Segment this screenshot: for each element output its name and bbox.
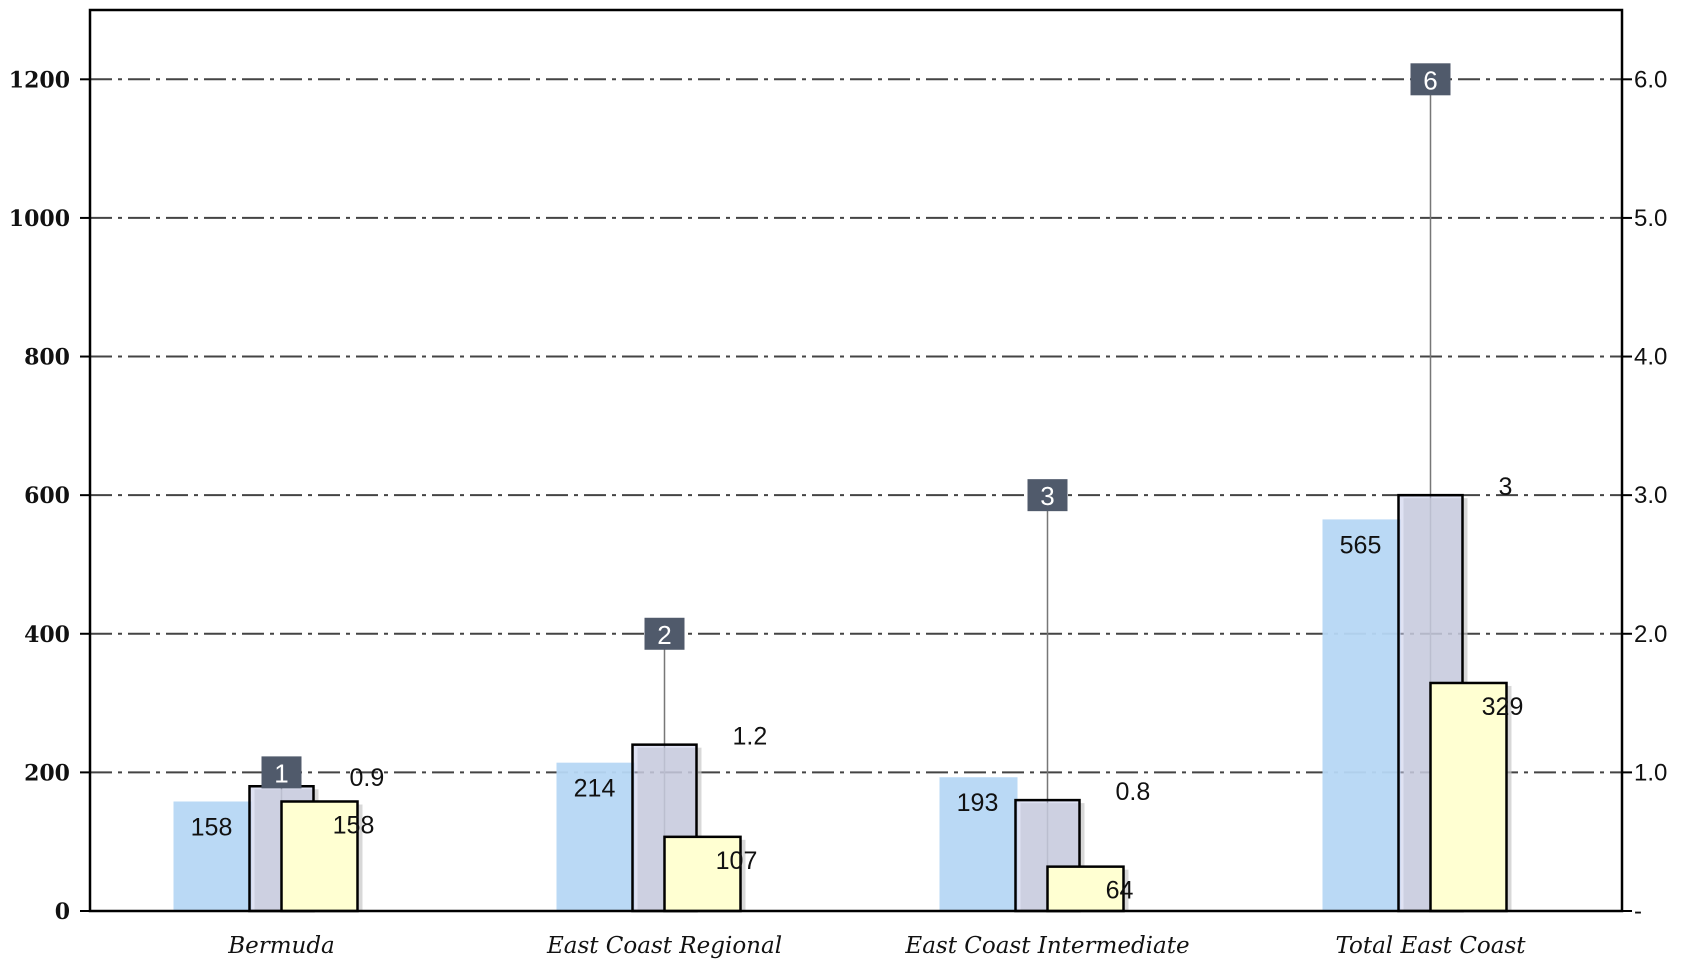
right-axis-tick-label: 2.0 [1634, 621, 1667, 648]
bar-series-1 [939, 777, 1018, 911]
series-2-value-label: 1.2 [733, 723, 768, 751]
left-axis-tick-label: 1200 [9, 67, 70, 93]
bar-series-3 [663, 835, 742, 913]
grid-lines [90, 78, 1622, 774]
marker-box [261, 756, 302, 789]
category-label: East Coast Regional [546, 933, 782, 959]
marker-label: 2 [657, 620, 671, 650]
left-axis-tick-label: 800 [24, 345, 70, 371]
series-1-value-label: 565 [1340, 531, 1382, 559]
left-axis-tick-label: 200 [24, 760, 70, 786]
axes: 0 200 400 600 800 1000 1200 - 1.0 2.0 3.0 4.0 5.0 6.0 [9, 66, 1668, 925]
plot-frame [88, 8, 1624, 913]
series-1-value-label: 214 [574, 775, 616, 803]
left-axis-tick-label: 600 [24, 483, 70, 509]
marker-label: 1 [274, 758, 288, 788]
series-2-value-label: 0.9 [350, 764, 385, 792]
series-3-value-label: 329 [1482, 693, 1524, 721]
series-3-value-label: 158 [333, 811, 375, 839]
bar-series-3 [1429, 681, 1508, 913]
bar-series-1 [173, 801, 252, 911]
left-axis-tick-label: 0 [55, 899, 70, 925]
bar-series-1 [556, 762, 635, 911]
series-2-value-label: 3 [1499, 473, 1513, 501]
right-axis-tick-label: 4.0 [1634, 344, 1667, 371]
bars [173, 63, 1512, 913]
series-3-value-label: 107 [716, 847, 758, 875]
right-axis-tick-label: 1.0 [1634, 759, 1667, 786]
data-labels: Bermuda 1 158 0.9 158 East Coast Regional 2 214… [191, 65, 1527, 959]
series-2-value-label: 0.8 [1116, 778, 1151, 806]
left-axis-tick-label: 400 [24, 622, 70, 648]
series-1-value-label: 193 [957, 789, 999, 817]
category-label: East Coast Intermediate [904, 933, 1189, 959]
right-axis-tick-label: - [1634, 898, 1642, 925]
marker-box [1027, 479, 1068, 512]
marker-box [1410, 63, 1451, 96]
marker-label: 6 [1423, 65, 1437, 95]
left-axis-tick-label: 1000 [9, 206, 70, 232]
right-axis-tick-label: 5.0 [1634, 205, 1667, 232]
series-1-value-label: 158 [191, 813, 233, 841]
right-axis-tick-label: 6.0 [1634, 66, 1667, 93]
category-label: Total East Coast [1335, 933, 1526, 959]
bar-series-3 [280, 800, 359, 913]
marker-box [644, 617, 685, 650]
marker-label: 3 [1040, 481, 1054, 511]
bar-series-1 [1322, 519, 1401, 911]
series-3-value-label: 64 [1106, 877, 1134, 905]
category-label: Bermuda [227, 933, 335, 959]
right-axis-tick-label: 3.0 [1634, 482, 1667, 509]
